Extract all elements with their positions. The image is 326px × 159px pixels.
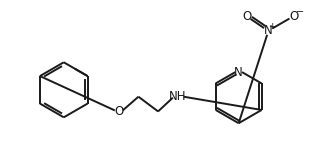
Text: −: −: [295, 7, 304, 17]
Text: O: O: [114, 105, 124, 118]
Text: O: O: [242, 10, 251, 23]
Text: O: O: [289, 10, 298, 23]
Text: N: N: [234, 66, 243, 79]
Text: NH: NH: [169, 90, 186, 103]
Text: +: +: [268, 22, 276, 31]
Text: N: N: [264, 24, 273, 37]
